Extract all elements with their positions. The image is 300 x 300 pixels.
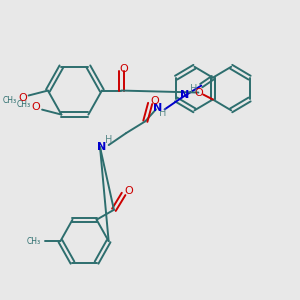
- Text: CH₃: CH₃: [27, 237, 41, 246]
- Text: N: N: [153, 103, 163, 113]
- Text: CH₃: CH₃: [3, 96, 17, 105]
- Text: H: H: [190, 84, 197, 94]
- Text: O: O: [32, 102, 40, 112]
- Text: O: O: [194, 88, 203, 98]
- Text: O: O: [124, 186, 133, 196]
- Text: O: O: [151, 97, 159, 106]
- Text: H: H: [159, 108, 166, 118]
- Text: N: N: [97, 142, 106, 152]
- Text: H: H: [105, 135, 112, 145]
- Text: O: O: [18, 94, 27, 103]
- Text: N: N: [180, 89, 190, 100]
- Text: O: O: [120, 64, 128, 74]
- Text: CH₃: CH₃: [16, 100, 31, 109]
